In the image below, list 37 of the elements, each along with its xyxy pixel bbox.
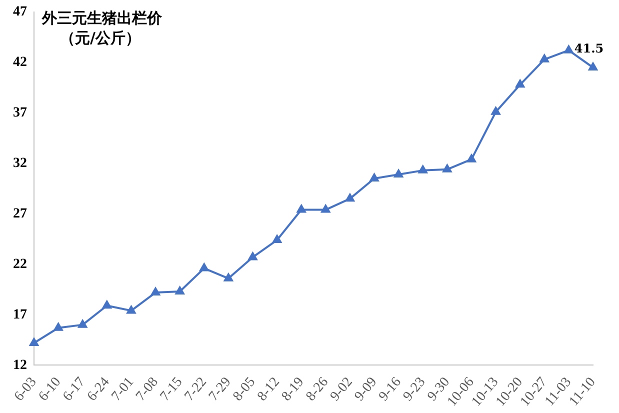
point bbox=[418, 165, 428, 174]
y-tick-label: 42 bbox=[13, 55, 27, 70]
y-tick-label: 47 bbox=[13, 4, 27, 20]
point bbox=[102, 300, 112, 309]
y-tick-label: 27 bbox=[13, 206, 27, 222]
point bbox=[345, 194, 354, 202]
point bbox=[272, 235, 282, 244]
point bbox=[442, 164, 452, 172]
y-tick-label: 37 bbox=[13, 106, 27, 121]
point bbox=[248, 252, 258, 260]
point bbox=[370, 174, 379, 182]
point bbox=[491, 106, 500, 115]
point bbox=[540, 54, 549, 62]
data-label: 41.5 bbox=[574, 42, 604, 56]
point bbox=[321, 204, 330, 213]
point bbox=[516, 80, 525, 88]
point bbox=[175, 286, 184, 295]
point bbox=[394, 169, 404, 178]
x-tick-label: 9-23 bbox=[400, 374, 429, 404]
point bbox=[78, 320, 88, 328]
point bbox=[564, 45, 574, 54]
y-tick-label: 12 bbox=[13, 358, 27, 373]
point bbox=[126, 306, 136, 314]
y-tick-label: 22 bbox=[13, 256, 27, 272]
point bbox=[467, 154, 476, 162]
chart-title: 外三元生猪出栏价 bbox=[41, 8, 163, 27]
y-tick-label: 17 bbox=[13, 307, 27, 322]
point bbox=[224, 273, 233, 282]
y-tick-label: 32 bbox=[13, 156, 27, 171]
point bbox=[296, 204, 306, 213]
point bbox=[30, 338, 38, 346]
x-tick-label: 7-08 bbox=[133, 374, 162, 404]
point bbox=[151, 288, 160, 296]
text: （元/公斤） bbox=[60, 28, 140, 47]
point bbox=[54, 322, 63, 331]
point bbox=[588, 62, 598, 70]
point bbox=[200, 263, 209, 272]
